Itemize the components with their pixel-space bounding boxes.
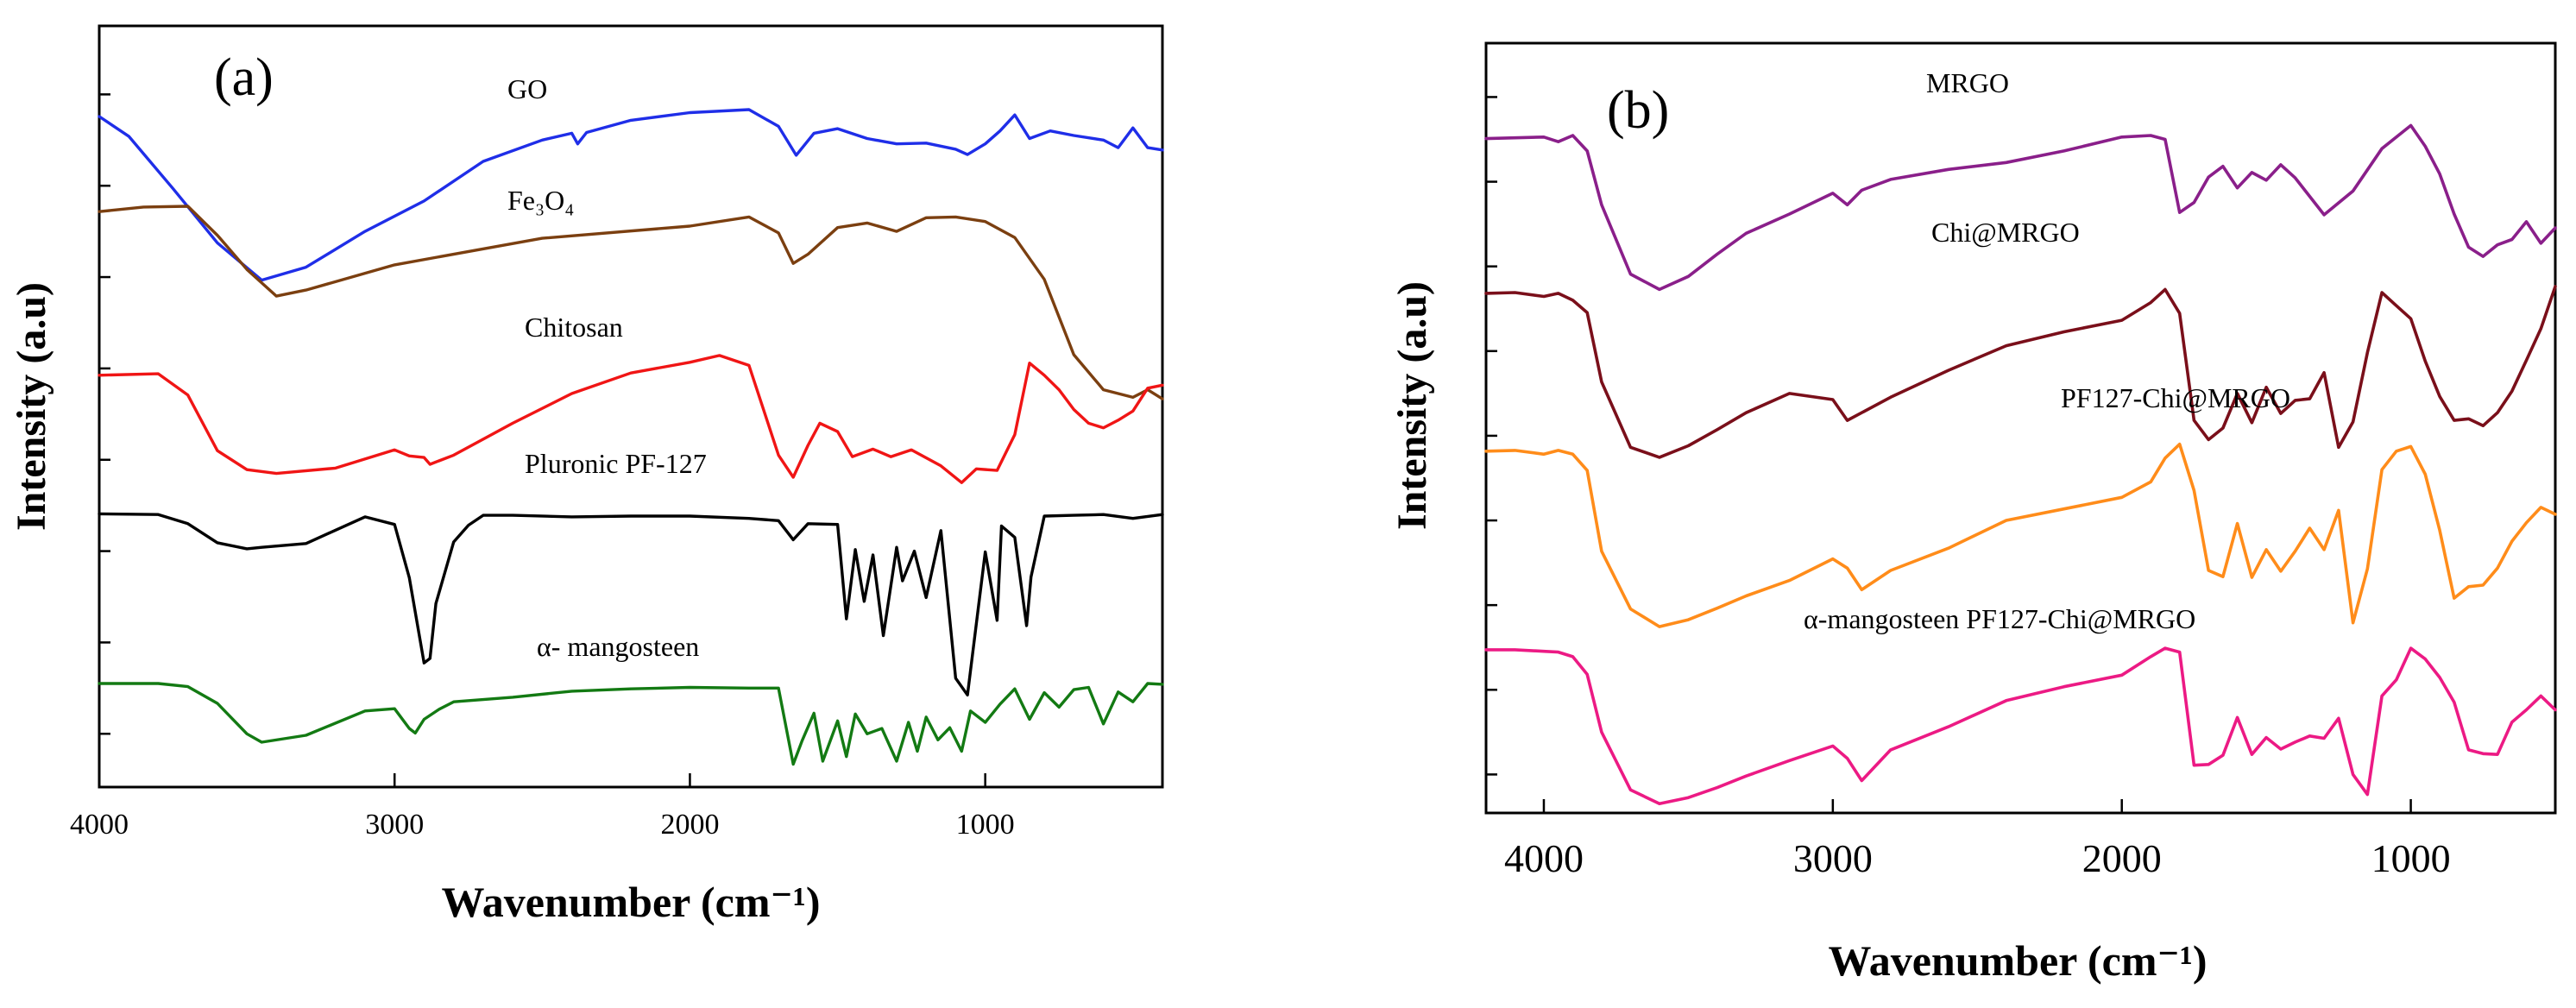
panel-a-x-tick-label: 4000 — [70, 809, 129, 841]
panel-b-label: (b) — [1607, 81, 1669, 140]
panel-b-x-tick-label: 4000 — [1504, 836, 1584, 880]
panel-b-series-line-s2 — [1484, 442, 2557, 628]
panel-b-x-tick-label: 3000 — [1793, 836, 1873, 880]
panel-a-x-axis-title: Wavenumber (cm⁻¹) — [441, 878, 820, 926]
panel-b-ticks — [1486, 96, 2412, 813]
panel-a-series-line-s3 — [98, 512, 1164, 696]
panel-a-series-line-s1 — [98, 205, 1164, 400]
panel-b-series-label-pf127: PF127-Chi@MRGO — [2061, 382, 2290, 413]
panel-a-label: (a) — [214, 48, 274, 107]
panel-a-series-line-s0 — [98, 108, 1164, 282]
panel-b-frame — [1484, 41, 2557, 815]
panel-a-x-tick-label: 3000 — [365, 809, 424, 841]
panel-a-series-label-pluronic: Pluronic PF-127 — [525, 448, 707, 479]
panel-a-series-label-chitosan: Chitosan — [525, 312, 623, 343]
panel-a-ticks — [98, 93, 986, 787]
panel-b-x-tick-label: 2000 — [2082, 836, 2162, 880]
panel-b-x-axis-title: Wavenumber (cm⁻¹) — [1828, 936, 2207, 985]
panel-a-series — [98, 108, 1164, 766]
panel-a-series-line-s2 — [98, 354, 1164, 484]
panel-b-series-line-s0 — [1484, 123, 2557, 292]
panel-b-series-label-mangosteen: α-mangosteen PF127-Chi@MRGO — [1804, 603, 2195, 634]
panel-b-y-axis-title: Intensity (a.u) — [1389, 281, 1435, 530]
panel-b-x-tick-labels: 4000 3000 2000 1000 — [1504, 836, 2451, 880]
panel-b-x-tick-label: 1000 — [2371, 836, 2451, 880]
panel-b-series-line-s1 — [1484, 285, 2557, 459]
panel-a-x-tick-labels: 4000 3000 2000 1000 — [70, 809, 1015, 841]
panel-a-series-label-go: GO — [507, 73, 547, 104]
panel-a-frame — [98, 24, 1164, 789]
panel-a-x-tick-label: 2000 — [660, 809, 719, 841]
panel-a-x-tick-label: 1000 — [956, 809, 1015, 841]
panel-b-series-label-chi-mrgo: Chi@MRGO — [1931, 217, 2080, 248]
panel-a-series-label-fe3o4: Fe₃O₄ — [507, 185, 574, 216]
panel-b: (b) MRGO Chi@MRGO PF127-Chi@MRGO α-mango… — [1389, 41, 2557, 985]
panel-b-series-label-mrgo: MRGO — [1926, 67, 2009, 98]
panel-a-series-line-s4 — [98, 682, 1164, 766]
panel-b-series-line-s3 — [1484, 646, 2557, 806]
panel-b-series — [1484, 123, 2557, 806]
panel-a-y-axis-title: Intensity (a.u) — [9, 282, 54, 531]
panel-a: (a) GO Fe₃O₄ Chitosan Pluronic PF-127 α-… — [9, 24, 1164, 926]
panel-a-series-label-mangosteen: α- mangosteen — [537, 631, 699, 662]
